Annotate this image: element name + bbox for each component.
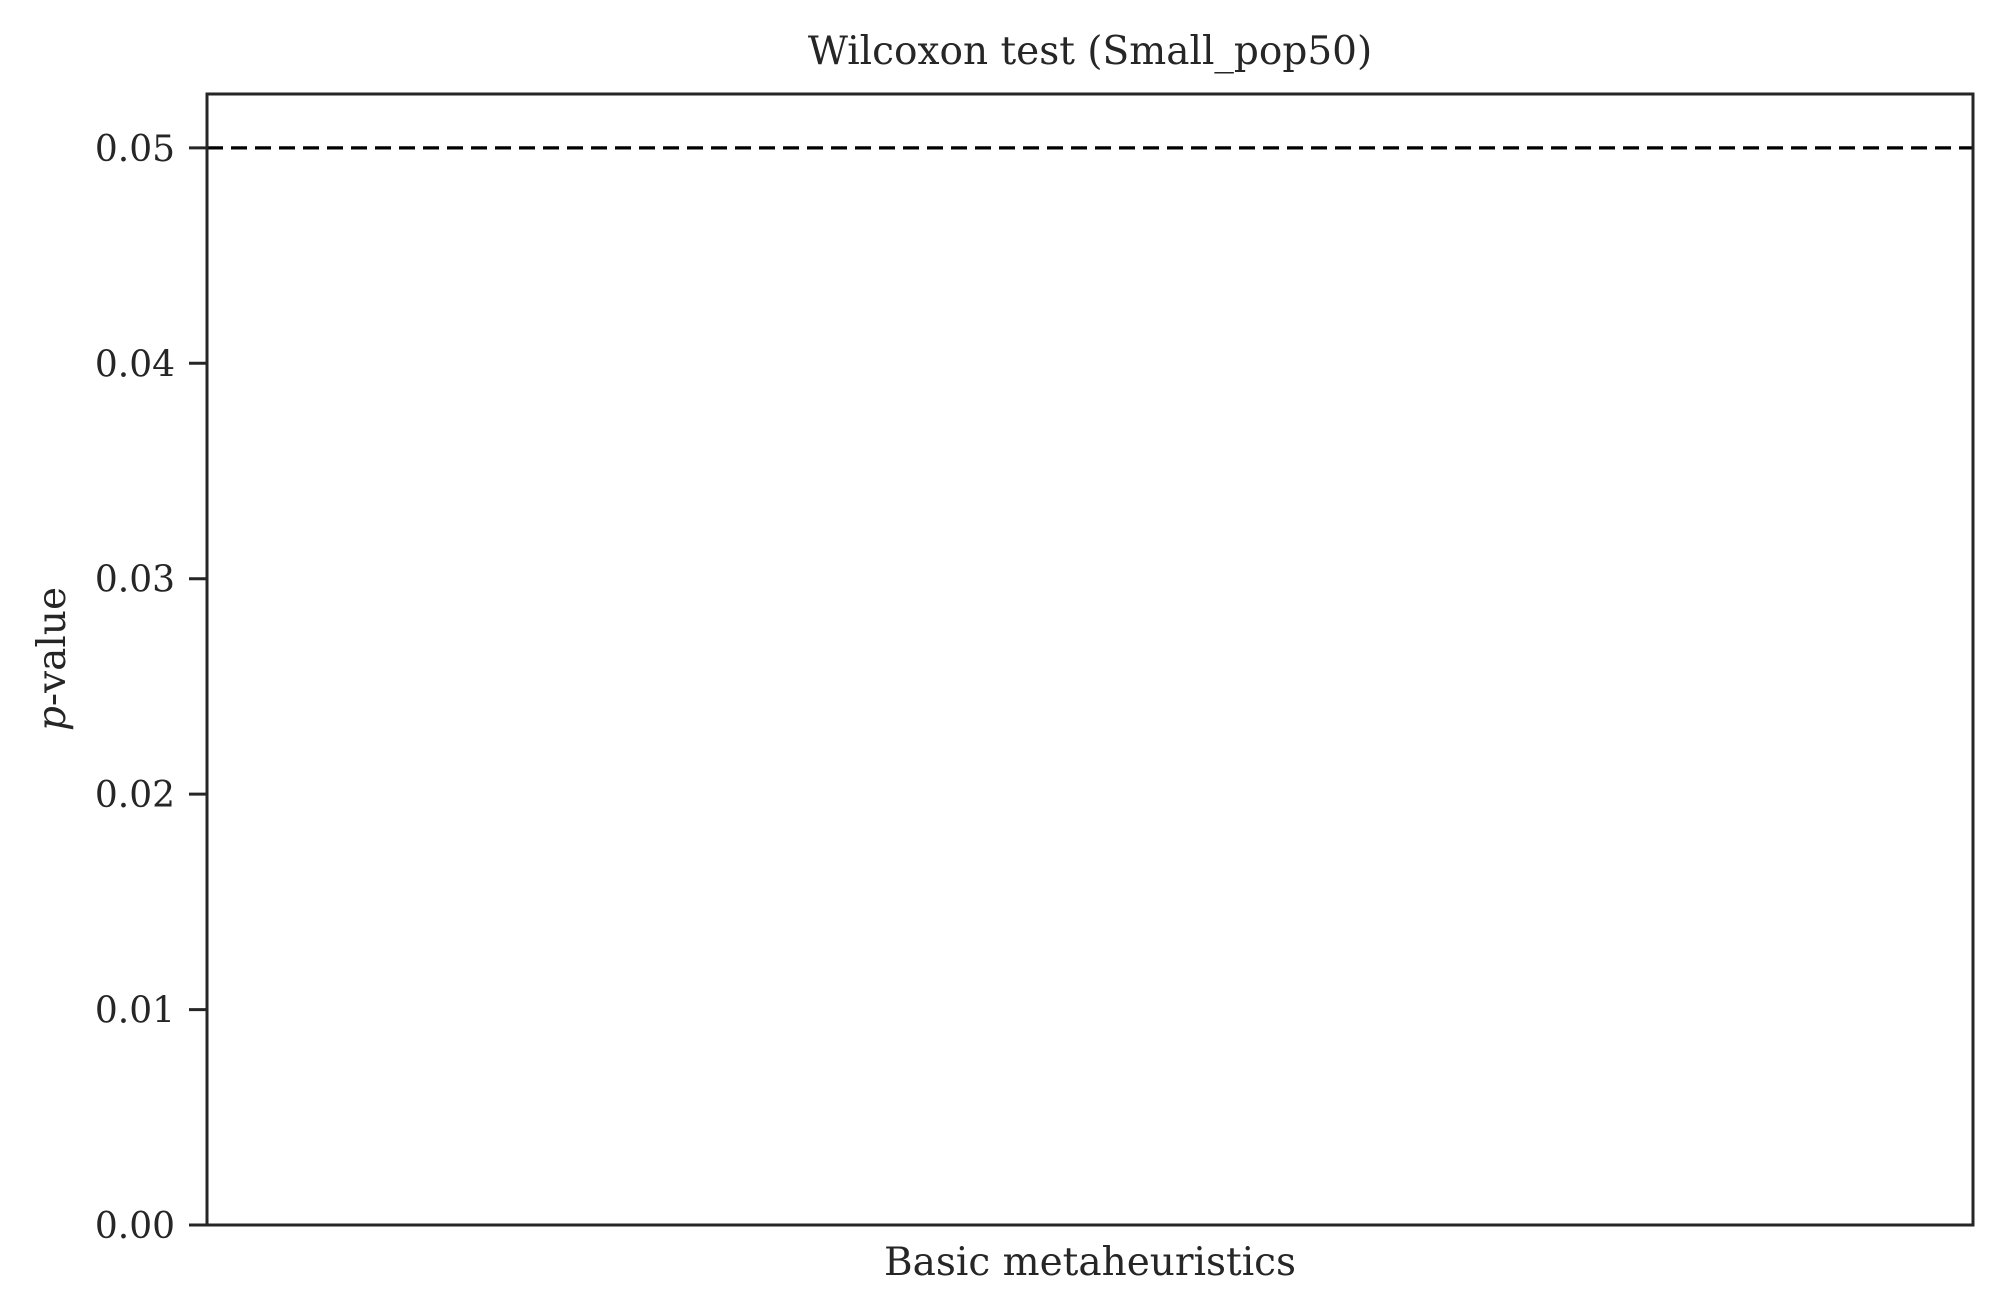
x-axis-label: Basic metaheuristics: [884, 1240, 1296, 1285]
y-axis-ticks: 0.00 0.01 0.02 0.03 0.04 0.05: [95, 129, 207, 1247]
y-axis-label-italic: p: [30, 706, 75, 731]
y-tick-label: 0.01: [95, 991, 175, 1032]
y-tick-label: 0.04: [95, 344, 175, 385]
y-tick-label: 0.05: [95, 129, 175, 170]
y-axis-label-rest: -value: [30, 587, 75, 706]
y-tick-label: 0.02: [95, 775, 175, 816]
y-axis-label: p-value: [30, 587, 75, 731]
chart-title: Wilcoxon test (Small_pop50): [808, 29, 1372, 74]
plot-frame: [205, 92, 1975, 1227]
y-tick-label: 0.03: [95, 560, 175, 601]
y-tick-label: 0.00: [95, 1206, 175, 1247]
